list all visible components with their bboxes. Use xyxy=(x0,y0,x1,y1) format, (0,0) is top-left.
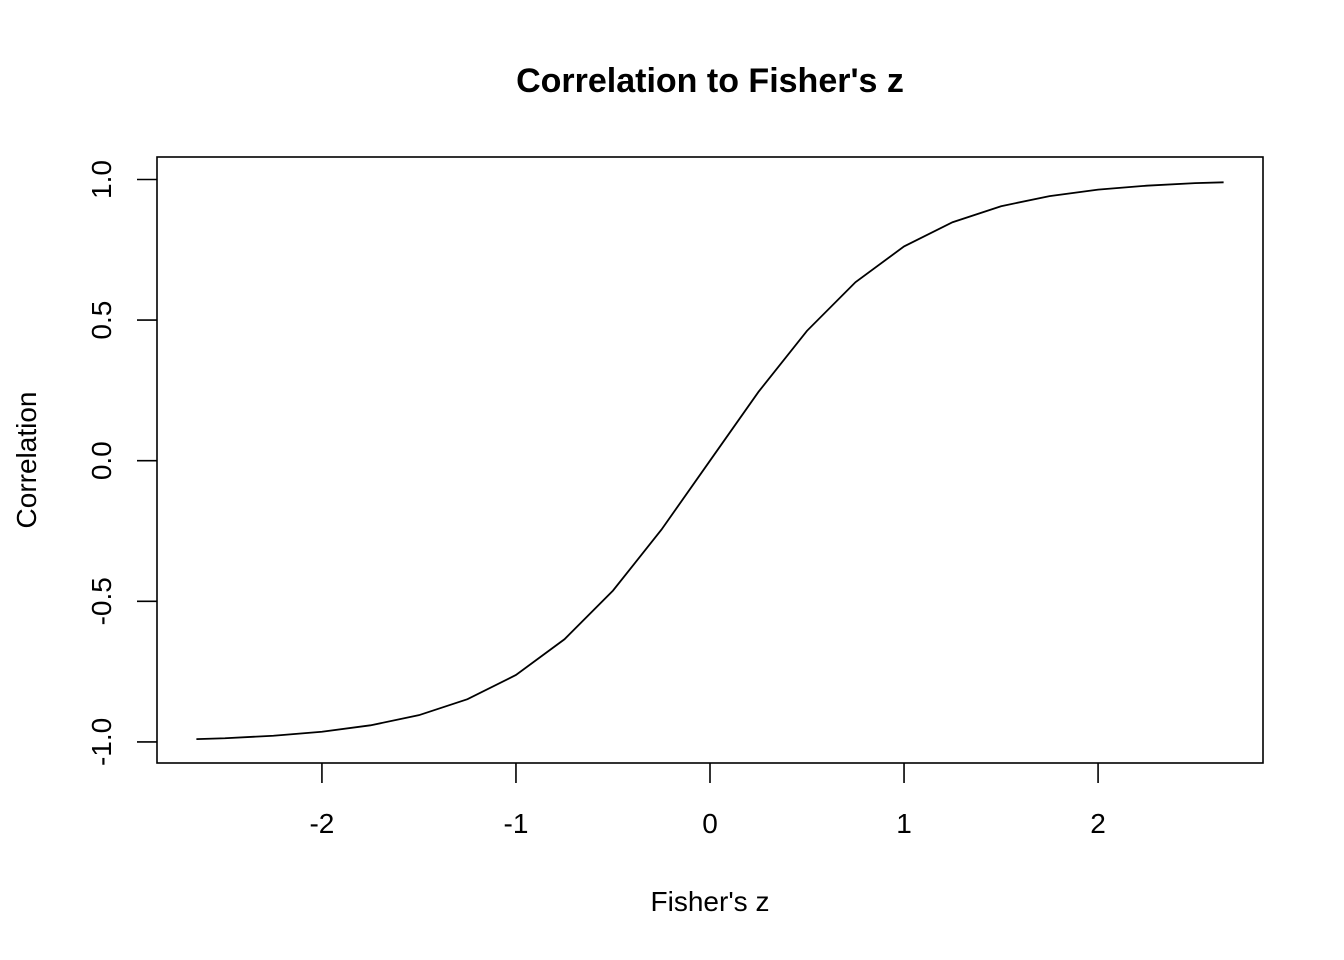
x-axis-label: Fisher's z xyxy=(651,886,770,917)
y-tick-label: -0.5 xyxy=(86,577,117,625)
x-tick-label: 1 xyxy=(896,808,912,839)
series-layer xyxy=(196,181,1224,740)
x-axis: -2 -1 0 1 2 xyxy=(309,763,1106,839)
chart-title: Correlation to Fisher's z xyxy=(516,62,904,100)
series-line xyxy=(196,181,1224,740)
x-tick-label: 2 xyxy=(1090,808,1106,839)
y-axis: -1.0 -0.5 0.0 0.5 1.0 xyxy=(86,160,157,766)
y-tick-label: 0.0 xyxy=(86,441,117,480)
x-tick-label: -1 xyxy=(504,808,529,839)
y-axis-label: Correlation xyxy=(11,392,42,529)
y-tick-label: 1.0 xyxy=(86,160,117,199)
x-tick-label: -2 xyxy=(309,808,334,839)
x-tick-label: 0 xyxy=(702,808,718,839)
y-tick-label: 0.5 xyxy=(86,301,117,340)
y-tick-label: -1.0 xyxy=(86,718,117,766)
